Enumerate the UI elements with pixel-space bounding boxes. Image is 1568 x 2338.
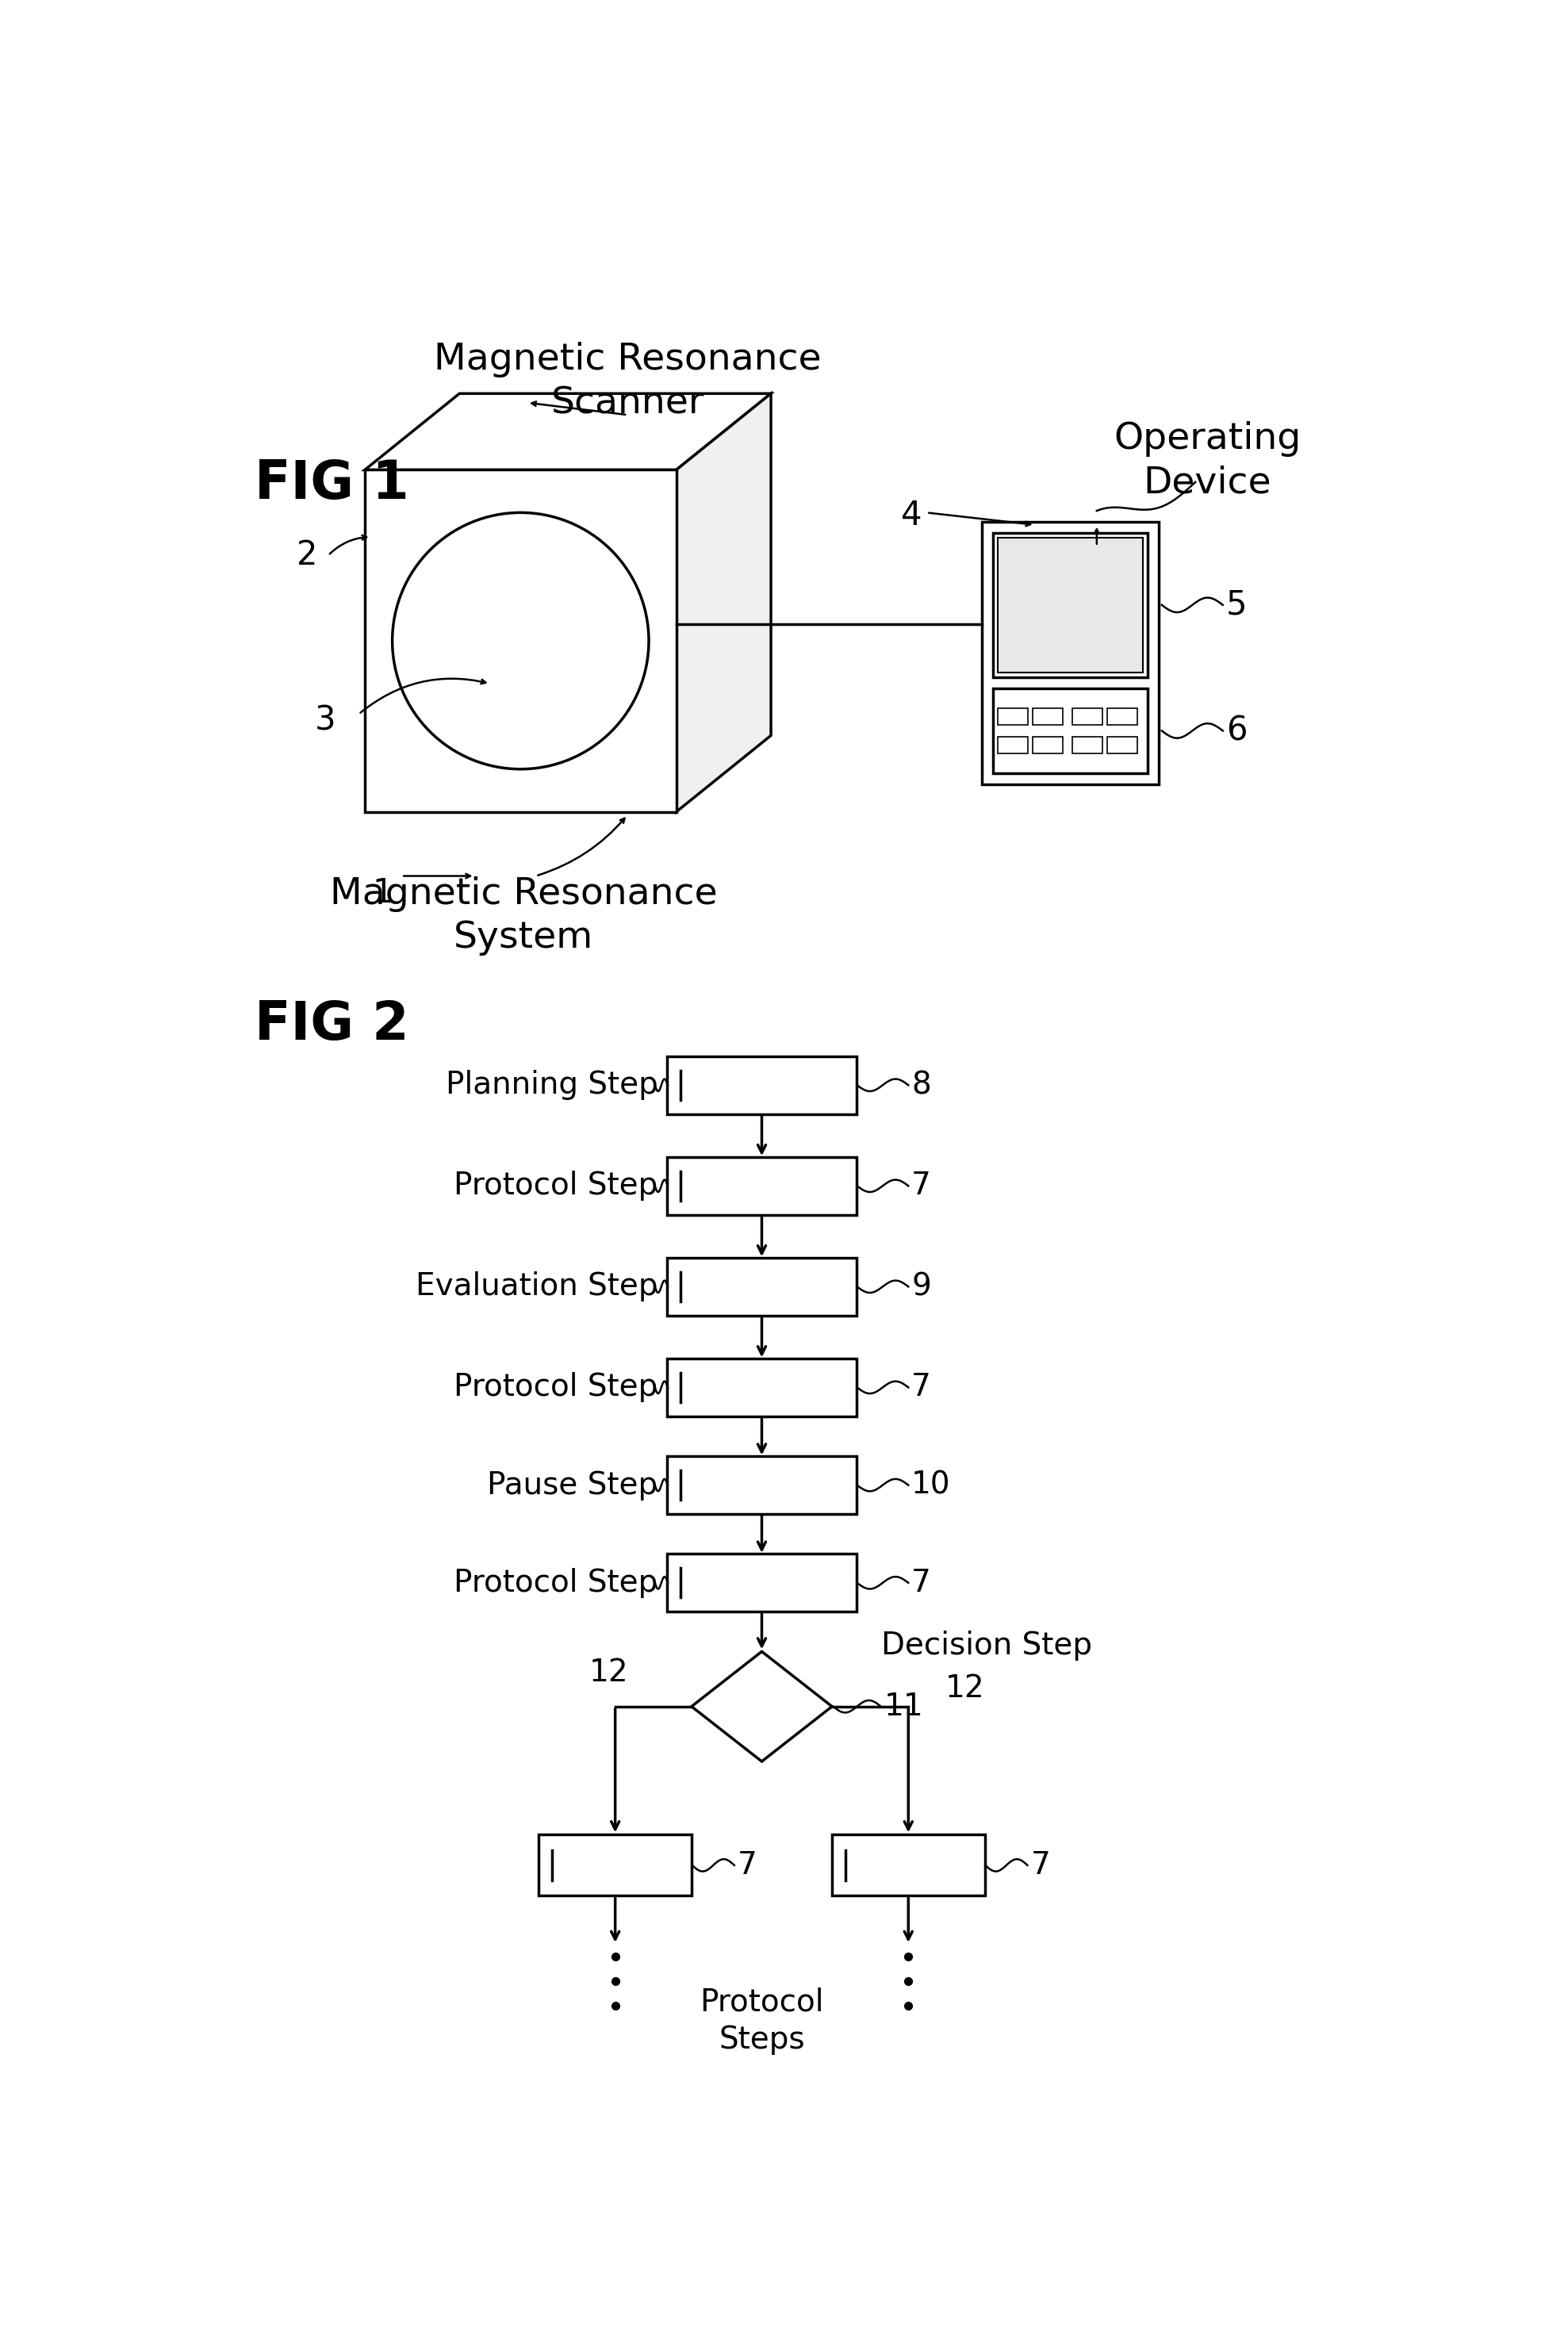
Polygon shape <box>365 470 676 811</box>
Bar <box>1107 736 1138 753</box>
Text: Protocol Step: Protocol Step <box>453 1171 659 1202</box>
Text: Magnetic Resonance
Scanner: Magnetic Resonance Scanner <box>434 341 822 421</box>
Text: Pause Step: Pause Step <box>488 1471 659 1501</box>
Text: 7: 7 <box>737 1849 757 1880</box>
Text: 7: 7 <box>911 1569 931 1597</box>
Text: 10: 10 <box>911 1471 950 1501</box>
Text: FIG 2: FIG 2 <box>256 998 409 1050</box>
Text: 2: 2 <box>296 538 317 573</box>
Text: Planning Step: Planning Step <box>445 1071 659 1101</box>
Bar <box>1073 708 1102 725</box>
Bar <box>666 1555 856 1611</box>
Bar <box>997 736 1027 753</box>
Bar <box>666 1157 856 1216</box>
Bar <box>997 538 1143 673</box>
Text: Evaluation Step: Evaluation Step <box>416 1272 659 1302</box>
Text: 1: 1 <box>373 877 394 909</box>
Bar <box>666 1457 856 1515</box>
Bar <box>982 521 1159 783</box>
Text: FIG 1: FIG 1 <box>256 458 409 510</box>
Bar <box>997 708 1027 725</box>
Polygon shape <box>676 393 771 811</box>
Text: 12: 12 <box>946 1674 985 1702</box>
Text: Decision Step: Decision Step <box>881 1630 1091 1660</box>
Bar <box>539 1835 691 1896</box>
Text: 11: 11 <box>884 1690 924 1721</box>
Bar <box>1073 736 1102 753</box>
Bar <box>1107 708 1138 725</box>
Polygon shape <box>365 393 771 470</box>
Bar <box>666 1057 856 1115</box>
Text: Protocol Step: Protocol Step <box>453 1569 659 1597</box>
Bar <box>1032 708 1063 725</box>
Bar <box>993 533 1148 678</box>
Text: 7: 7 <box>911 1372 931 1403</box>
Text: Protocol
Steps: Protocol Steps <box>699 1987 823 2055</box>
Text: 9: 9 <box>911 1272 931 1302</box>
Text: Magnetic Resonance
System: Magnetic Resonance System <box>329 877 718 956</box>
Text: 12: 12 <box>590 1658 629 1688</box>
Text: 6: 6 <box>1226 713 1247 748</box>
Text: 7: 7 <box>1030 1849 1051 1880</box>
Text: 7: 7 <box>911 1171 931 1202</box>
Text: 8: 8 <box>911 1071 931 1101</box>
Bar <box>993 687 1148 774</box>
Bar <box>833 1835 985 1896</box>
Text: Operating
Device: Operating Device <box>1113 421 1301 500</box>
Text: 5: 5 <box>1226 589 1247 622</box>
Bar <box>1032 736 1063 753</box>
Text: Protocol Step: Protocol Step <box>453 1372 659 1403</box>
Text: 3: 3 <box>315 704 336 736</box>
Bar <box>666 1258 856 1316</box>
Bar <box>666 1358 856 1417</box>
Text: 4: 4 <box>902 498 922 533</box>
